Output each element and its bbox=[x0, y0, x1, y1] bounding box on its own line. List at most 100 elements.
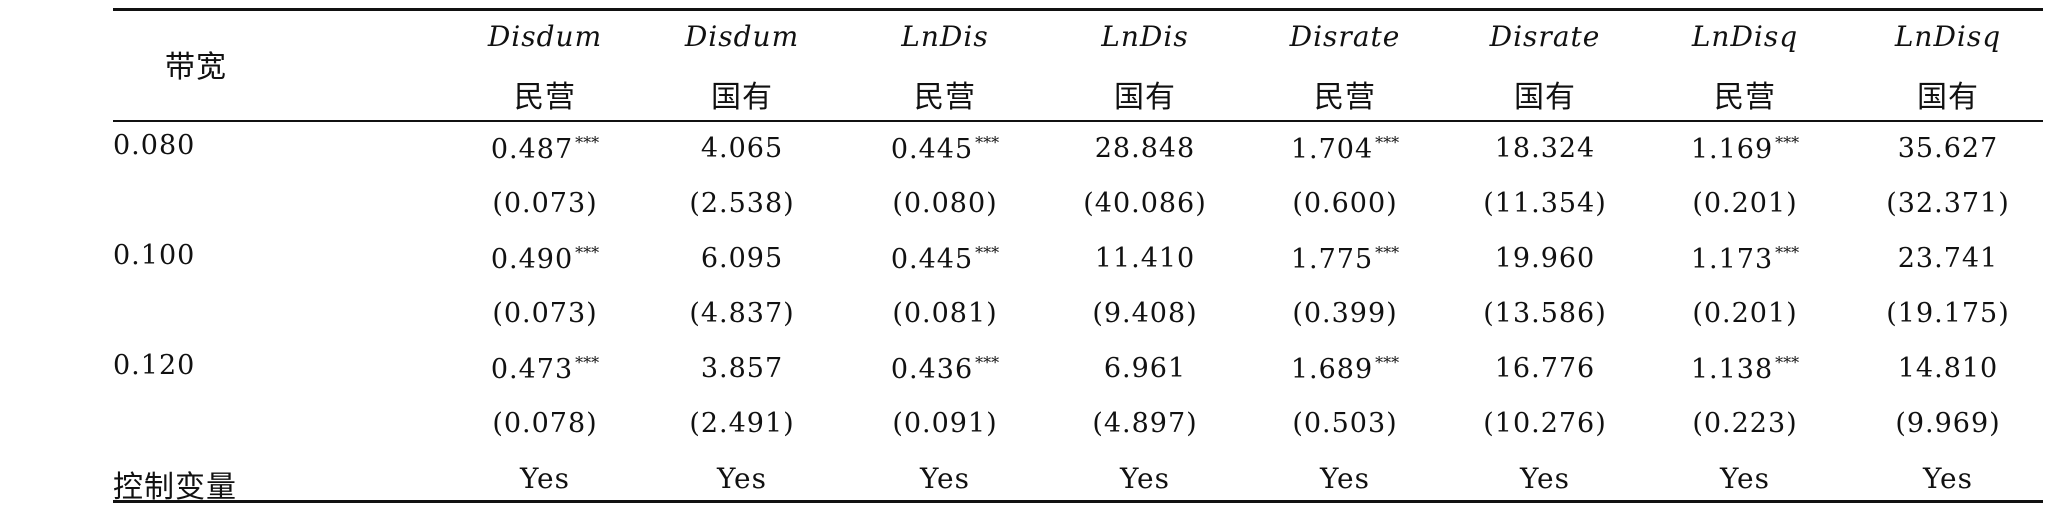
standard-error-cell: (0.399) bbox=[1292, 298, 1398, 329]
bandwidth-header: 带宽 bbox=[165, 50, 227, 85]
column-ownership-header: 民营 bbox=[1714, 80, 1776, 115]
coefficient-cell: 1.173 *** bbox=[1691, 243, 1799, 275]
coefficient-cell: 0.445 *** bbox=[891, 243, 999, 275]
significance-stars: *** bbox=[575, 353, 600, 372]
coefficient-cell: 0.445 *** bbox=[891, 133, 999, 165]
coefficient-cell: 3.857 bbox=[701, 353, 783, 384]
coefficient-value: 35.627 bbox=[1897, 133, 1999, 164]
significance-stars: *** bbox=[975, 133, 1000, 152]
column-variable-header: Disrate bbox=[1489, 20, 1601, 53]
coefficient-value: 0.473 bbox=[490, 354, 574, 385]
coefficient-value: 3.857 bbox=[700, 353, 784, 384]
coefficient-cell: 14.810 bbox=[1898, 353, 1998, 384]
column-variable-header: LnDisq bbox=[1894, 20, 2002, 53]
coefficient-cell: 1.689 *** bbox=[1291, 353, 1399, 385]
coefficient-cell: 1.704 *** bbox=[1291, 133, 1399, 165]
control-value-cell: Yes bbox=[1720, 462, 1770, 495]
coefficient-cell: 1.138 *** bbox=[1691, 353, 1799, 385]
coefficient-value: 1.173 bbox=[1690, 244, 1774, 275]
standard-error-cell: (0.073) bbox=[492, 298, 598, 329]
row-bandwidth-label: 0.100 bbox=[113, 240, 196, 271]
column-ownership-header: 民营 bbox=[514, 80, 576, 115]
significance-stars: *** bbox=[975, 353, 1000, 372]
standard-error-cell: (0.073) bbox=[492, 188, 598, 219]
coefficient-value: 0.436 bbox=[890, 354, 974, 385]
coefficient-value: 1.138 bbox=[1690, 354, 1774, 385]
column-variable-header: LnDisq bbox=[1691, 20, 1799, 53]
coefficient-cell: 16.776 bbox=[1495, 353, 1595, 384]
bottom-rule bbox=[113, 500, 2043, 503]
coefficient-value: 1.775 bbox=[1290, 244, 1374, 275]
significance-stars: *** bbox=[975, 243, 1000, 262]
standard-error-cell: (0.081) bbox=[892, 298, 998, 329]
coefficient-cell: 6.961 bbox=[1104, 353, 1186, 384]
coefficient-value: 1.169 bbox=[1690, 134, 1774, 165]
coefficient-value: 18.324 bbox=[1494, 133, 1596, 164]
standard-error-cell: (13.586) bbox=[1483, 298, 1607, 329]
top-rule bbox=[113, 8, 2043, 11]
standard-error-cell: (9.969) bbox=[1895, 408, 2001, 439]
coefficient-value: 0.490 bbox=[490, 244, 574, 275]
standard-error-cell: (0.091) bbox=[892, 408, 998, 439]
coefficient-cell: 19.960 bbox=[1495, 243, 1595, 274]
row-bandwidth-label: 0.080 bbox=[113, 130, 196, 161]
column-variable-header: LnDis bbox=[1101, 20, 1189, 53]
coefficient-cell: 1.775 *** bbox=[1291, 243, 1399, 275]
coefficient-value: 19.960 bbox=[1494, 243, 1596, 274]
coefficient-value: 23.741 bbox=[1897, 243, 1999, 274]
column-ownership-header: 国有 bbox=[1917, 80, 1979, 115]
control-value-cell: Yes bbox=[1923, 462, 1973, 495]
column-variable-header: Disdum bbox=[487, 20, 603, 53]
coefficient-value: 4.065 bbox=[700, 133, 784, 164]
standard-error-cell: (40.086) bbox=[1083, 188, 1207, 219]
coefficient-value: 0.487 bbox=[490, 134, 574, 165]
coefficient-value: 1.704 bbox=[1290, 134, 1374, 165]
column-variable-header: Disrate bbox=[1289, 20, 1401, 53]
control-value-cell: Yes bbox=[717, 462, 767, 495]
standard-error-cell: (2.491) bbox=[689, 408, 795, 439]
standard-error-cell: (0.201) bbox=[1692, 188, 1798, 219]
coefficient-cell: 0.473 *** bbox=[491, 353, 599, 385]
significance-stars: *** bbox=[1375, 133, 1400, 152]
coefficient-value: 28.848 bbox=[1094, 133, 1196, 164]
coefficient-cell: 6.095 bbox=[701, 243, 783, 274]
coefficient-value: 14.810 bbox=[1897, 353, 1999, 384]
control-variable-label: 控制变量 bbox=[113, 470, 237, 505]
coefficient-value: 0.445 bbox=[890, 244, 974, 275]
row-bandwidth-label: 0.120 bbox=[113, 350, 196, 381]
significance-stars: *** bbox=[1375, 243, 1400, 262]
coefficient-cell: 0.487 *** bbox=[491, 133, 599, 165]
standard-error-cell: (0.080) bbox=[892, 188, 998, 219]
significance-stars: *** bbox=[1775, 353, 1800, 372]
coefficient-value: 0.445 bbox=[890, 134, 974, 165]
standard-error-cell: (4.837) bbox=[689, 298, 795, 329]
significance-stars: *** bbox=[575, 133, 600, 152]
column-ownership-header: 民营 bbox=[914, 80, 976, 115]
standard-error-cell: (9.408) bbox=[1092, 298, 1198, 329]
coefficient-cell: 23.741 bbox=[1898, 243, 1998, 274]
coefficient-cell: 18.324 bbox=[1495, 133, 1595, 164]
standard-error-cell: (0.223) bbox=[1692, 408, 1798, 439]
control-value-cell: Yes bbox=[1520, 462, 1570, 495]
coefficient-value: 1.689 bbox=[1290, 354, 1374, 385]
standard-error-cell: (0.503) bbox=[1292, 408, 1398, 439]
coefficient-cell: 0.436 *** bbox=[891, 353, 999, 385]
standard-error-cell: (0.600) bbox=[1292, 188, 1398, 219]
column-ownership-header: 民营 bbox=[1314, 80, 1376, 115]
standard-error-cell: (11.354) bbox=[1483, 188, 1607, 219]
coefficient-cell: 0.490 *** bbox=[491, 243, 599, 275]
coefficient-cell: 1.169 *** bbox=[1691, 133, 1799, 165]
coefficient-value: 6.961 bbox=[1103, 353, 1187, 384]
standard-error-cell: (19.175) bbox=[1886, 298, 2010, 329]
column-variable-header: Disdum bbox=[684, 20, 800, 53]
standard-error-cell: (0.201) bbox=[1692, 298, 1798, 329]
significance-stars: *** bbox=[1775, 133, 1800, 152]
standard-error-cell: (2.538) bbox=[689, 188, 795, 219]
standard-error-cell: (32.371) bbox=[1886, 188, 2010, 219]
control-value-cell: Yes bbox=[920, 462, 970, 495]
significance-stars: *** bbox=[575, 243, 600, 262]
significance-stars: *** bbox=[1375, 353, 1400, 372]
control-value-cell: Yes bbox=[1320, 462, 1370, 495]
column-ownership-header: 国有 bbox=[1514, 80, 1576, 115]
